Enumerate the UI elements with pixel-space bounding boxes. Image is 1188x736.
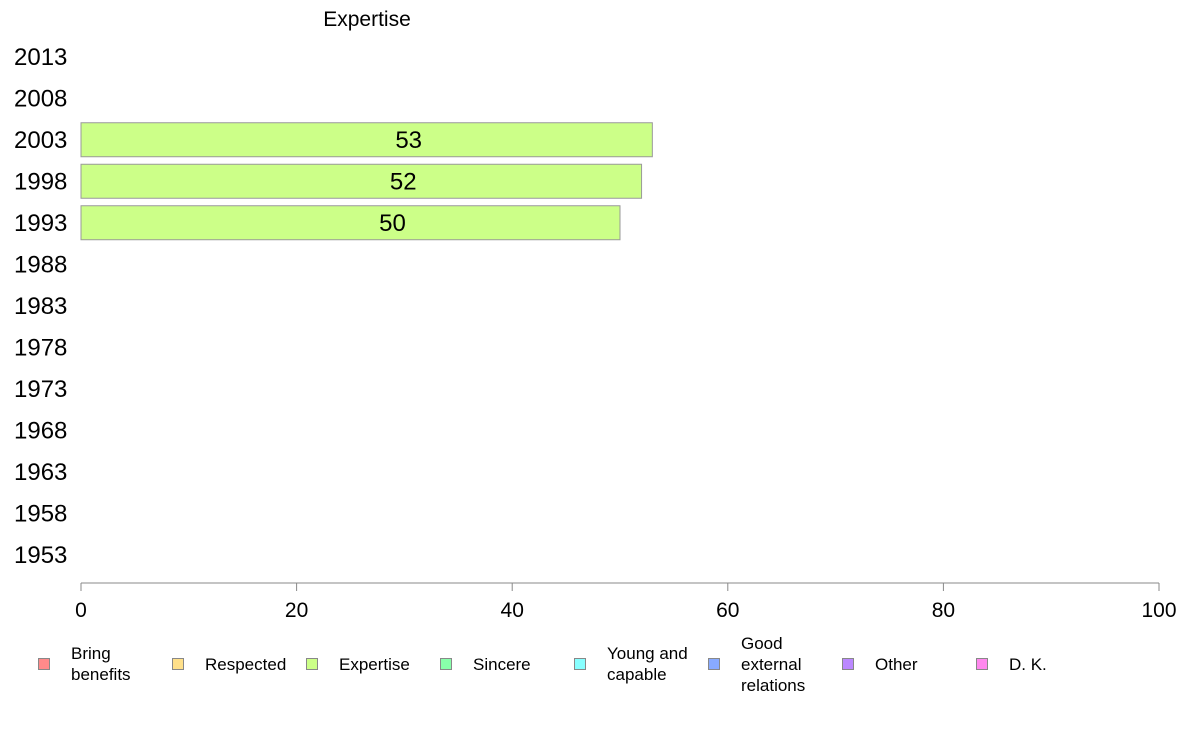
y-tick-label: 2013 (14, 44, 67, 71)
y-tick-label: 1993 (14, 210, 67, 237)
legend-swatch (842, 658, 854, 670)
x-tick-label: 40 (501, 599, 524, 622)
bar-2003 (80, 122, 653, 158)
legend-item: Good external relations (708, 633, 805, 696)
legend-swatch (172, 658, 184, 670)
y-axis-labels: 2013 2008 2003 1998 1993 1988 1983 1978 1973 1968… (14, 44, 67, 569)
y-tick-label: 1988 (14, 251, 67, 278)
bar-1993 (80, 205, 621, 241)
legend: Bring benefits Respected Expertise Sincere Y… (0, 630, 1188, 710)
legend-item: D. K. (976, 654, 1047, 675)
chart-title: Expertise (323, 8, 411, 31)
legend-swatch (976, 658, 988, 670)
y-tick-label: 1998 (14, 168, 67, 195)
legend-swatch (306, 658, 318, 670)
data-label-1993: 50 (379, 210, 406, 237)
legend-item: Respected (172, 654, 286, 675)
data-label-2003: 53 (395, 127, 422, 154)
legend-swatch (574, 658, 586, 670)
legend-item: Young and capable (574, 643, 688, 685)
expertise-bar-chart: Expertise 2013 2008 2003 1998 1993 1988 1983 19… (14, 8, 1177, 622)
legend-label: Bring benefits (71, 644, 131, 684)
legend-label: D. K. (1009, 654, 1047, 674)
x-tick-label: 60 (716, 599, 739, 622)
legend-item: Sincere (440, 654, 531, 675)
legend-item: Other (842, 654, 918, 675)
y-tick-label: 1973 (14, 376, 67, 403)
y-tick-label: 2003 (14, 127, 67, 154)
legend-item: Expertise (306, 654, 410, 675)
x-tick-label: 20 (285, 599, 308, 622)
y-tick-label: 1963 (14, 459, 67, 486)
legend-label: Good external relations (741, 633, 806, 695)
legend-item: Bring benefits (38, 643, 131, 685)
y-tick-label: 1953 (14, 542, 67, 569)
x-tick-label: 100 (1141, 599, 1176, 622)
legend-label: Sincere (473, 654, 531, 674)
legend-label: Respected (205, 654, 287, 674)
data-label-1998: 52 (390, 168, 417, 195)
y-tick-label: 1978 (14, 334, 67, 361)
y-tick-label: 1968 (14, 417, 67, 444)
y-tick-label: 1958 (14, 500, 67, 527)
x-tick-label: 80 (932, 599, 955, 622)
y-tick-label: 1983 (14, 293, 67, 320)
bar-1998 (80, 163, 643, 199)
legend-label: Expertise (339, 654, 410, 674)
bars: 53 52 50 (80, 122, 653, 241)
legend-swatch (708, 658, 720, 670)
x-axis: 0 20 40 60 80 100 (75, 582, 1177, 622)
legend-label: Young and capable (607, 644, 688, 684)
y-tick-label: 2008 (14, 85, 67, 112)
legend-swatch (38, 658, 50, 670)
legend-swatch (440, 658, 452, 670)
x-tick-label: 0 (75, 599, 87, 622)
legend-label: Other (875, 654, 918, 674)
